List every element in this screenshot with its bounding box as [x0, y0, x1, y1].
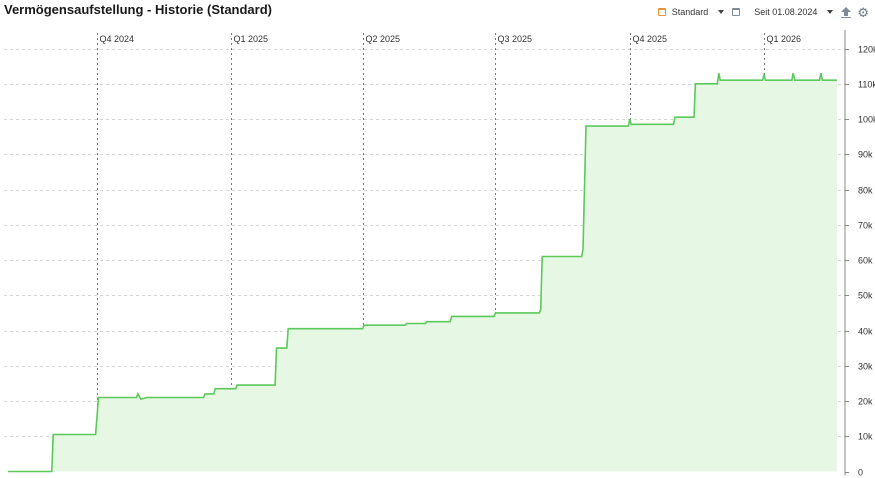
upload-icon[interactable]: [841, 6, 852, 18]
y-tick-label: 110k: [858, 80, 875, 90]
series-area: [8, 73, 837, 472]
y-tick-label: 50k: [858, 291, 873, 301]
y-tick-label: 0: [858, 468, 863, 478]
chevron-down-icon: [718, 10, 725, 14]
y-axis-ticks: 0 10k 20k 30k 40k 50k 60k 70k 80k 90k 100k 110k 120k: [845, 45, 875, 478]
y-tick-label: 100k: [858, 115, 875, 125]
quarter-label: Q1 2025: [234, 34, 269, 44]
quarter-label: Q3 2025: [498, 34, 533, 44]
y-tick-label: 80k: [858, 186, 873, 196]
y-tick-label: 10k: [858, 432, 873, 442]
calendar-icon: [732, 8, 741, 16]
y-tick-label: 90k: [858, 150, 873, 160]
date-range-label: Seit 01.08.2024: [754, 7, 818, 17]
chevron-down-icon: [827, 10, 834, 14]
view-label: Standard: [671, 7, 709, 17]
y-tick-label: 40k: [858, 327, 873, 337]
quarter-label: Q4 2024: [100, 34, 135, 44]
quarter-label: Q4 2025: [633, 34, 668, 44]
y-tick-label: 70k: [858, 221, 873, 231]
y-tick-label: 60k: [858, 256, 873, 266]
y-tick-label: 20k: [858, 397, 873, 407]
page-title: Vermögensaufstellung - Historie (Standar…: [4, 2, 272, 17]
gear-icon[interactable]: ⚙: [857, 4, 869, 20]
quarter-label: Q2 2025: [366, 34, 401, 44]
grid: [4, 49, 845, 437]
date-range-selector[interactable]: Seit 01.08.2024: [732, 7, 841, 17]
dropdown-icon: [657, 8, 666, 16]
y-tick-label: 120k: [858, 45, 875, 55]
toolbar: Standard Seit 01.08.2024 ⚙: [657, 3, 869, 21]
quarter-label: Q1 2026: [767, 34, 802, 44]
y-tick-label: 30k: [858, 362, 873, 372]
series-line: [8, 71, 837, 473]
view-selector[interactable]: Standard: [657, 7, 733, 17]
